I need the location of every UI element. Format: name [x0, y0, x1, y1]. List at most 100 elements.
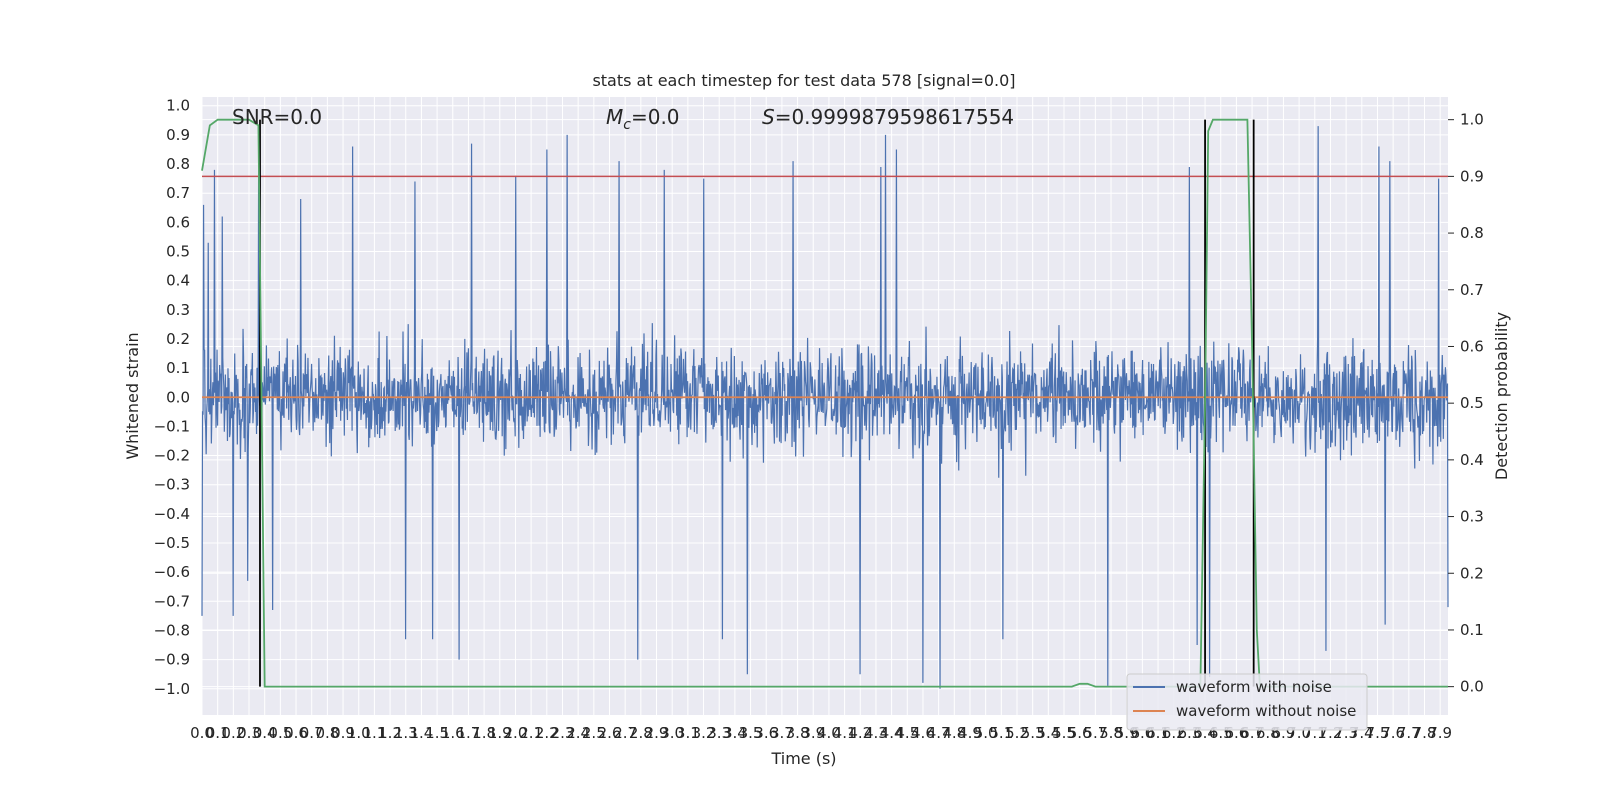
x-tick-label: 7.6	[1381, 724, 1405, 742]
x-tick-label: 3.6	[754, 724, 778, 742]
x-tick-label: 7.7	[1397, 724, 1421, 742]
y2-tick-label: 0.0	[1460, 678, 1484, 696]
y2-tick-label: 0.4	[1460, 451, 1484, 469]
x-tick-label: 3.9	[801, 724, 825, 742]
x-tick-label: 4.4	[880, 724, 904, 742]
x-tick-label: 5.8	[1099, 724, 1123, 742]
x-tick-label: 7.8	[1413, 724, 1437, 742]
y2-tick-label: 0.5	[1460, 394, 1484, 412]
x-tick-label: 5.2	[1005, 724, 1029, 742]
x-tick-label: 4.6	[911, 724, 935, 742]
x-tick-label: 3.5	[739, 724, 763, 742]
y-tick-label: 0.0	[166, 388, 190, 406]
x-tick-label: 1.9	[488, 724, 512, 742]
x-tick-label: 4.3	[864, 724, 888, 742]
legend-label-clean: waveform without noise	[1176, 702, 1356, 720]
y-tick-label: 0.2	[166, 330, 190, 348]
x-tick-label: 0.5	[268, 724, 292, 742]
x-tick-label: 4.2	[848, 724, 872, 742]
x-tick-label: 3.0	[660, 724, 684, 742]
y-tick-label: 0.7	[166, 184, 190, 202]
x-tick-label: 5.5	[1052, 724, 1076, 742]
waveform-with-noise-line	[201, 126, 1449, 689]
y-tick-label: −0.4	[154, 505, 190, 523]
y-tick-label: 0.8	[166, 155, 190, 173]
chart-title: stats at each timestep for test data 578…	[592, 71, 1015, 90]
y-tick-label: −0.9	[154, 651, 190, 669]
x-tick-label: 2.7	[613, 724, 637, 742]
y-tick-label: −0.2	[154, 447, 190, 465]
y-axis-label: Whitened strain	[123, 332, 142, 459]
y-tick-label: 0.4	[166, 272, 190, 290]
y2-tick-label: 0.7	[1460, 281, 1484, 299]
x-tick-label: 2.0	[504, 724, 528, 742]
x-tick-label: 3.2	[692, 724, 716, 742]
y2-tick-label: 0.3	[1460, 508, 1484, 526]
x-tick-label: 1.6	[441, 724, 465, 742]
y-tick-label: 0.3	[166, 301, 190, 319]
x-tick-label: 5.7	[1083, 724, 1107, 742]
x-tick-label: 2.8	[629, 724, 653, 742]
x-tick-label: 1.2	[378, 724, 402, 742]
x-tick-label: 2.1	[519, 724, 543, 742]
y2-tick-label: 0.6	[1460, 337, 1484, 355]
x-axis-label: Time (s)	[770, 749, 836, 768]
x-tick-label: 2.4	[566, 724, 590, 742]
x-tick-label: 0.3	[237, 724, 261, 742]
x-tick-label: 2.3	[551, 724, 575, 742]
y-tick-label: −0.3	[154, 476, 190, 494]
x-tick-label: 2.2	[535, 724, 559, 742]
y2-axis-ticks: 1.0 0.9 0.8 0.7 0.6 0.5 0.4 0.3 0.2 0.1 0.0	[1448, 111, 1484, 696]
x-tick-label: 1.5	[425, 724, 449, 742]
x-tick-label: 4.8	[942, 724, 966, 742]
detection-probability-line	[201, 118, 1448, 688]
waveform-with-noise-series	[201, 126, 1449, 689]
snr-annotation: SNR=0.0	[232, 105, 322, 129]
x-tick-label: 2.5	[582, 724, 606, 742]
x-tick-label: 3.3	[707, 724, 731, 742]
x-tick-label: 0.4	[253, 724, 277, 742]
y2-axis-label: Detection probability	[1492, 312, 1511, 480]
legend-box	[1126, 673, 1368, 731]
legend-label-noise: waveform with noise	[1176, 678, 1332, 696]
y-tick-label: −1.0	[154, 680, 190, 698]
y2-tick-label: 1.0	[1460, 111, 1484, 129]
x-tick-label: 4.1	[833, 724, 857, 742]
x-tick-label: 2.6	[598, 724, 622, 742]
x-tick-label: 4.9	[958, 724, 982, 742]
y-tick-label: −0.8	[154, 621, 190, 639]
y-tick-label: 0.6	[166, 213, 190, 231]
legend: waveform with noise waveform without noi…	[1126, 673, 1368, 731]
x-tick-label: 0.2	[221, 724, 245, 742]
x-tick-label: 3.8	[786, 724, 810, 742]
x-tick-label: 5.4	[1036, 724, 1060, 742]
y-tick-label: 0.9	[166, 126, 190, 144]
x-tick-label: 5.6	[1068, 724, 1092, 742]
x-tick-label: 0.8	[315, 724, 339, 742]
x-tick-label: 1.7	[457, 724, 481, 742]
x-tick-label: 7.5	[1366, 724, 1390, 742]
x-tick-label: 5.0	[974, 724, 998, 742]
x-tick-label: 3.4	[723, 724, 747, 742]
x-tick-label: 4.5	[895, 724, 919, 742]
x-tick-label: 2.9	[645, 724, 669, 742]
x-tick-label: 5.1	[989, 724, 1013, 742]
x-tick-label: 3.7	[770, 724, 794, 742]
y2-tick-label: 0.2	[1460, 564, 1484, 582]
score-annotation: S=0.9999879598617554	[762, 105, 1014, 129]
x-tick-label: 1.4	[409, 724, 433, 742]
detection-probability-series	[201, 118, 1448, 688]
x-tick-label: 1.3	[394, 724, 418, 742]
x-tick-label: 1.8	[472, 724, 496, 742]
x-tick-label: 0.0	[190, 724, 214, 742]
y-tick-label: 0.5	[166, 243, 190, 261]
y-tick-label: −0.7	[154, 592, 190, 610]
x-tick-label: 5.3	[1021, 724, 1045, 742]
y-tick-label: −0.6	[154, 563, 190, 581]
y2-tick-label: 0.1	[1460, 621, 1484, 639]
x-tick-label: 3.1	[676, 724, 700, 742]
y-tick-label: 0.1	[166, 359, 190, 377]
y-tick-label: −0.5	[154, 534, 190, 552]
x-tick-label: 4.0	[817, 724, 841, 742]
